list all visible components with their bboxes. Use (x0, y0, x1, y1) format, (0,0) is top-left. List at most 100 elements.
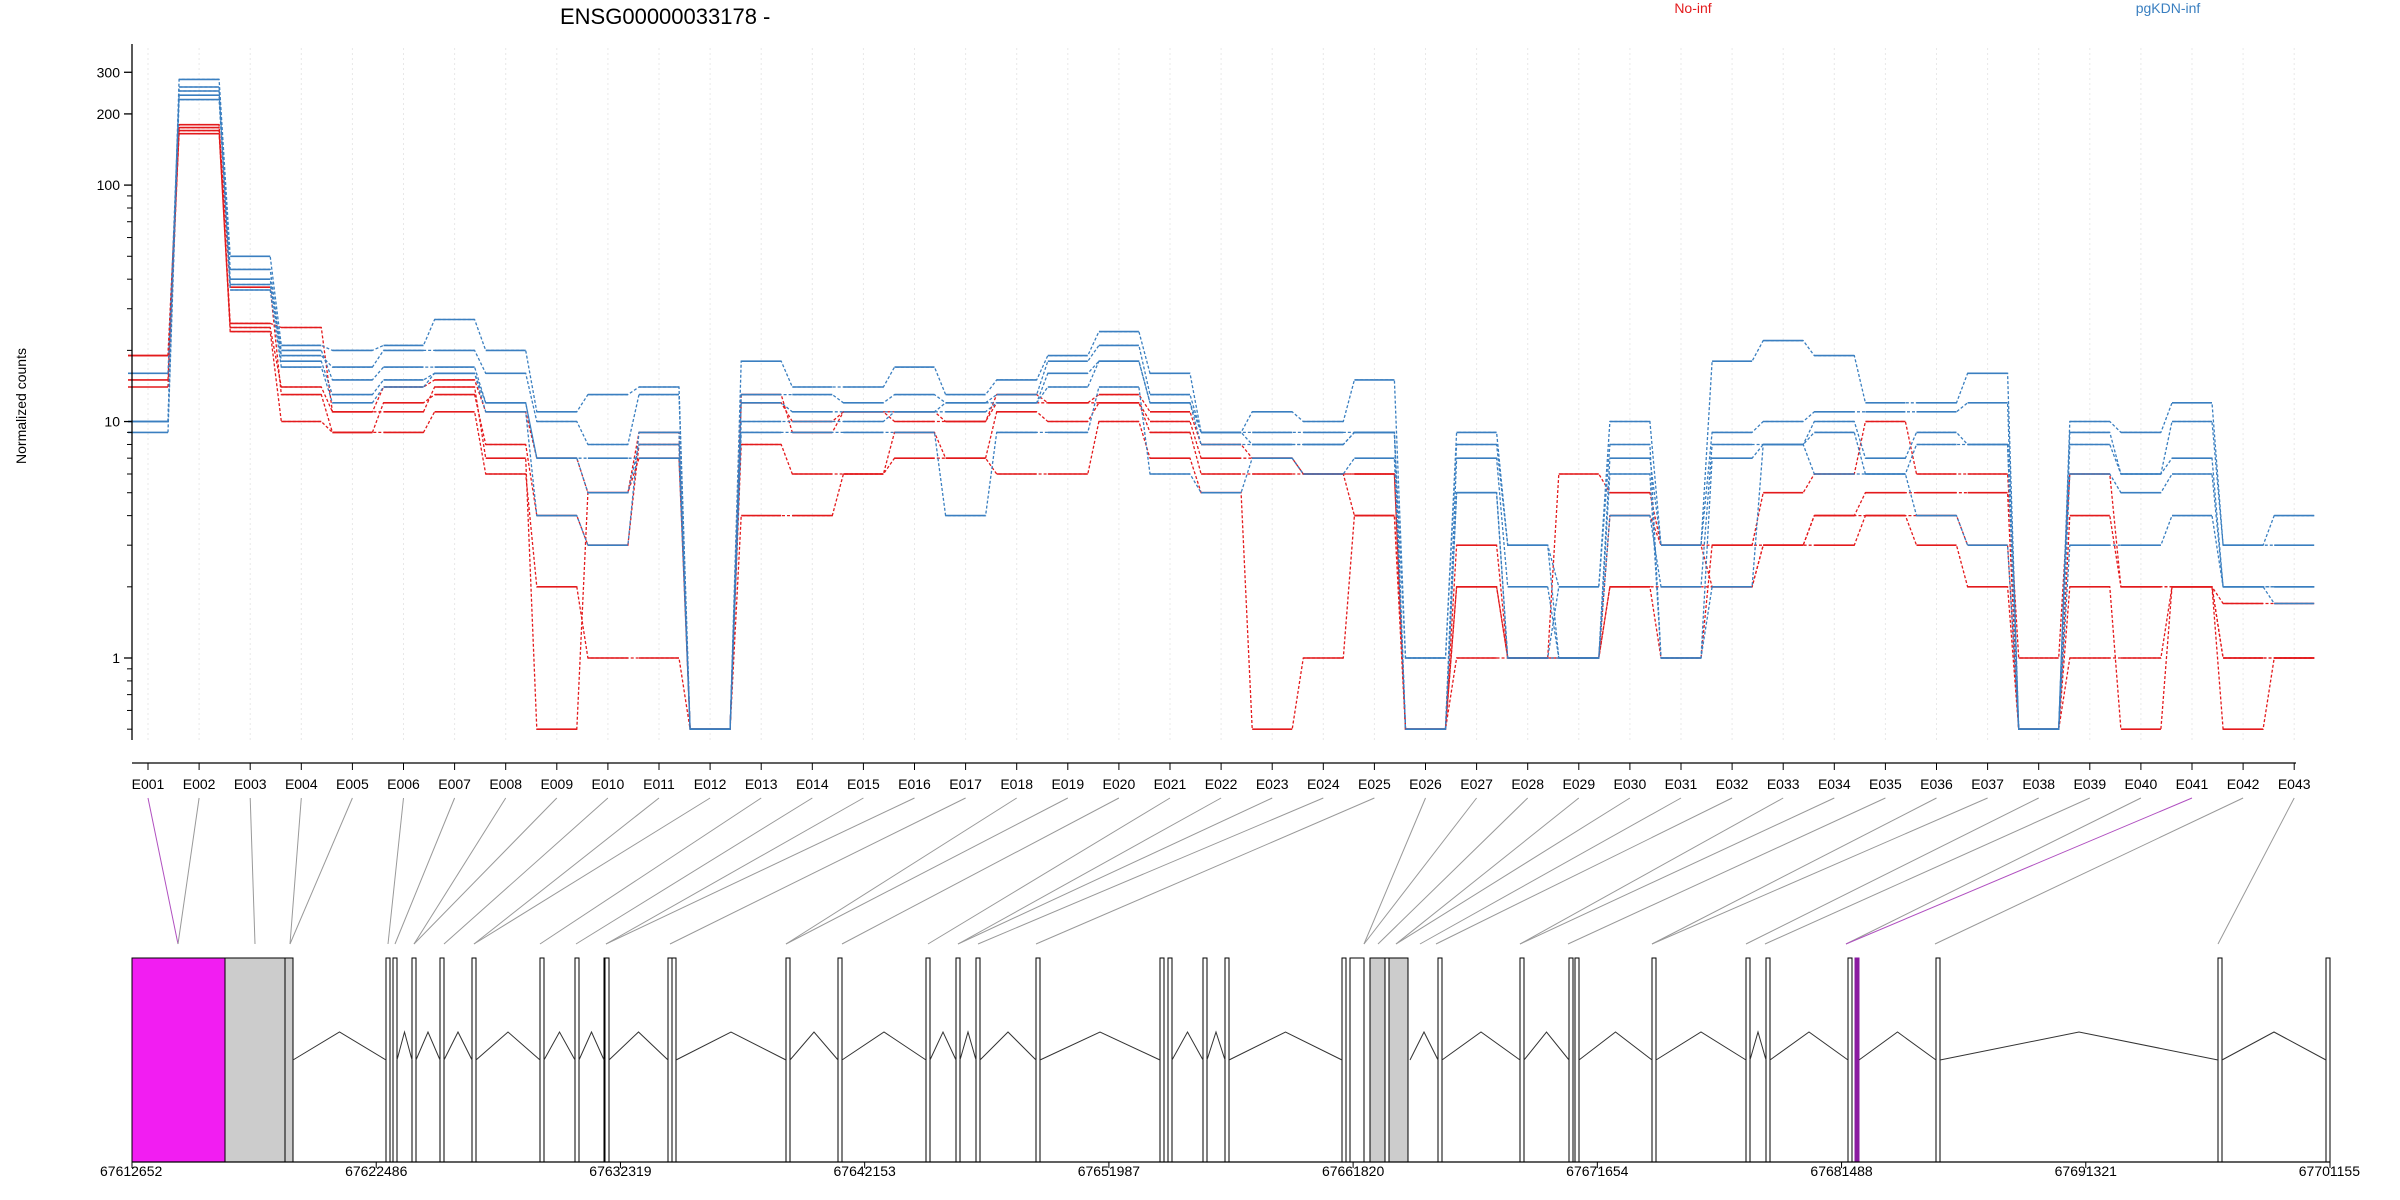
series-connector (167, 86, 2315, 730)
intron-line (1206, 1030, 1226, 1061)
exon-connector (147, 797, 179, 945)
exon-block (574, 957, 580, 1163)
x-tick-label: E042 (2227, 776, 2260, 792)
coordinate-tick-label: 67661820 (1322, 1163, 1385, 1179)
exon-connector (575, 797, 813, 945)
x-tick-label: E034 (1818, 776, 1851, 792)
exon-block (925, 957, 931, 1163)
intron-line (1655, 1031, 1747, 1061)
intron-line (979, 1031, 1037, 1061)
intron-line (396, 1030, 413, 1061)
series-lines (128, 78, 2315, 731)
exon-block (385, 957, 391, 1163)
exon-connector (387, 797, 404, 945)
exon-connector (473, 797, 711, 945)
exon-connector (443, 797, 609, 945)
x-tick-label: E032 (1716, 776, 1749, 792)
exon-connector (1363, 797, 1477, 945)
coordinate-tick-label: 67632319 (589, 1163, 652, 1179)
x-tick-label: E016 (898, 776, 931, 792)
exon-block (671, 957, 677, 1163)
x-tick-label: E024 (1307, 776, 1340, 792)
x-tick-label: E023 (1256, 776, 1289, 792)
series-connector (167, 133, 2315, 730)
exon-block (1349, 957, 1365, 1163)
exon-block (1935, 957, 1941, 1163)
x-tick-label: E007 (438, 776, 471, 792)
exon-connector (1764, 797, 2091, 945)
exon-block (1765, 957, 1771, 1163)
exon-connector (927, 797, 1171, 945)
x-tick-label: E026 (1409, 776, 1442, 792)
x-tick-label: E033 (1767, 776, 1800, 792)
series-connector (167, 126, 2315, 730)
intron-line (1749, 1030, 1767, 1061)
gene-model (131, 957, 2331, 1163)
intron-line (841, 1031, 927, 1061)
intron-line (1578, 1031, 1653, 1061)
x-tick-label: E036 (1920, 776, 1953, 792)
exon-block (439, 957, 445, 1163)
exon-block (284, 957, 294, 1163)
exon-connector (605, 797, 915, 945)
exon-block (1224, 957, 1230, 1163)
exon-block (1384, 957, 1390, 1163)
series-pgkdn-inf-8 (128, 90, 2315, 731)
series-connector (167, 78, 2315, 730)
x-tick-label: E004 (285, 776, 318, 792)
exon-block (837, 957, 843, 1163)
x-tick-label: E037 (1971, 776, 2004, 792)
exon-connector (289, 797, 353, 945)
x-tick-label: E038 (2022, 776, 2055, 792)
exon-connector (1845, 797, 2142, 945)
x-tick-label: E005 (336, 776, 369, 792)
series-connector (167, 98, 2315, 730)
chart-title: ENSG00000033178 - (560, 4, 770, 29)
x-tick-label: E009 (540, 776, 573, 792)
intron-line (959, 1030, 977, 1061)
exon-connector (1519, 797, 1784, 945)
series-connector (167, 124, 2315, 730)
intron-line (578, 1030, 605, 1061)
y-tick-label: 1 (112, 650, 120, 666)
series-connector (167, 90, 2315, 730)
exon-connector (289, 797, 302, 945)
exon-connector (1395, 797, 1580, 945)
x-tick-label: E015 (847, 776, 880, 792)
exon-connector (413, 797, 558, 945)
exon-connector (1745, 797, 2039, 945)
exon-connector (1363, 797, 1426, 945)
exon-block (785, 957, 791, 1163)
x-tick-label: E017 (949, 776, 982, 792)
exon-block (2325, 957, 2331, 1163)
intron-line (475, 1031, 541, 1061)
x-tick-label: E008 (489, 776, 522, 792)
exon-block (1437, 957, 1443, 1163)
exon-block (392, 957, 398, 1163)
exon-connector (977, 797, 1324, 945)
x-tick-label: E030 (1614, 776, 1647, 792)
x-tick-label: E014 (796, 776, 829, 792)
intron-line (1228, 1031, 1343, 1061)
exon-block (2217, 957, 2223, 1163)
x-tick-label: E041 (2176, 776, 2209, 792)
exon-block (539, 957, 545, 1163)
exon-block (1745, 957, 1751, 1163)
x-tick-label: E043 (2278, 776, 2311, 792)
intron-line (1409, 1030, 1439, 1061)
intron-line (1441, 1031, 1521, 1061)
x-tick-label: E011 (643, 776, 675, 792)
exon-connector (1035, 797, 1375, 945)
exon-connector (1934, 797, 2244, 945)
coordinate-tick-label: 67642153 (834, 1163, 897, 1179)
exon-connector (1395, 797, 1631, 945)
legend-label-no-inf: No-inf (1674, 0, 1711, 16)
x-tick-label: E010 (592, 776, 625, 792)
y-tick-label: 10 (104, 414, 120, 430)
exon-connector (957, 797, 1273, 945)
exon-connector (785, 797, 1069, 945)
intron-line (1523, 1031, 1570, 1061)
exon-block (1651, 957, 1657, 1163)
coordinate-tick-label: 67651987 (1078, 1163, 1141, 1179)
exon-connector (785, 797, 1017, 945)
